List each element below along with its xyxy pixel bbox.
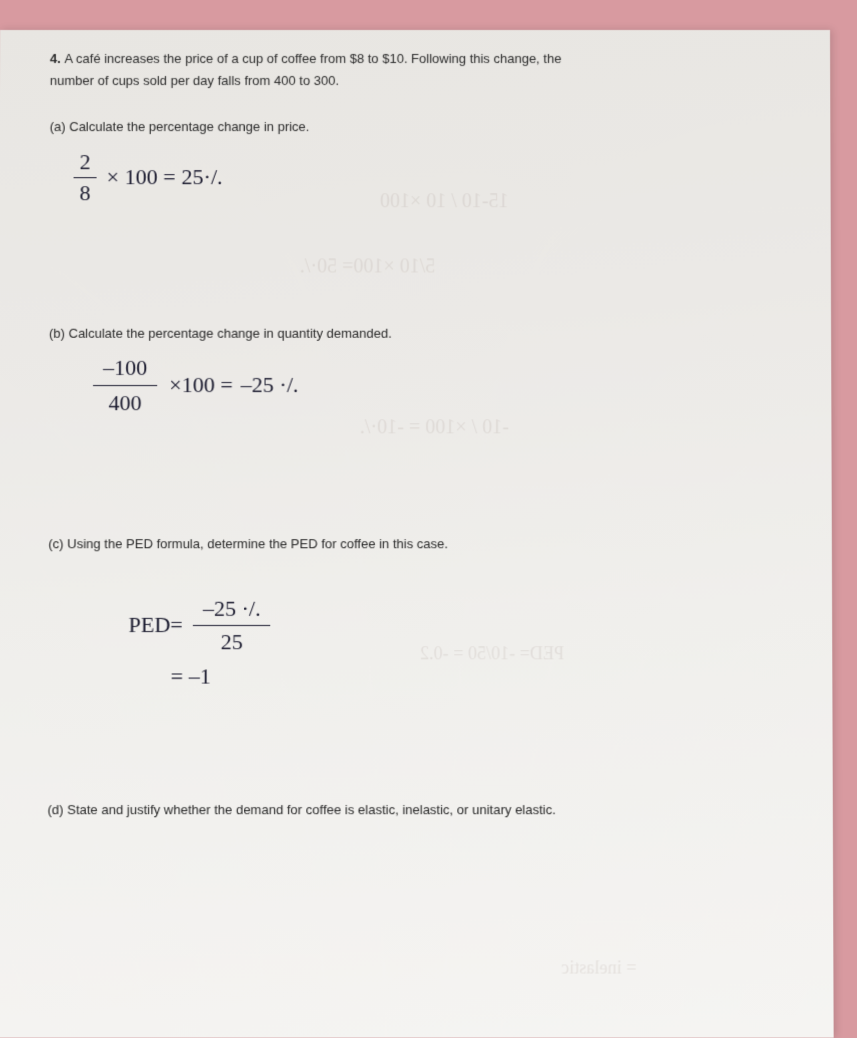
part-b-fraction: –100 400: [93, 355, 157, 416]
part-c-denominator: 25: [193, 626, 271, 655]
stem-line-1: A café increases the price of a cup of c…: [64, 51, 561, 66]
part-c-lhs: PED=: [128, 612, 182, 638]
ghost-mark-5: = inelastic: [561, 957, 636, 978]
part-a-fraction: 2 8: [73, 149, 96, 206]
part-a-times: × 100 =: [107, 164, 176, 190]
part-b-work: –100 400 ×100 = –25 ·/.: [89, 355, 791, 416]
question-stem: 4. A café increases the price of a cup o…: [50, 50, 790, 90]
part-b-times: ×100 =: [169, 372, 233, 398]
part-d-label: (d) State and justify whether the demand…: [47, 801, 792, 819]
part-b-result: –25 ·/.: [241, 372, 299, 398]
part-c-fraction: –25 ·/. 25: [193, 596, 271, 656]
part-b-label: (b) Calculate the percentage change in q…: [49, 324, 791, 342]
question-number: 4.: [50, 51, 61, 66]
part-c-numerator: –25 ·/.: [193, 596, 271, 626]
part-a-denominator: 8: [73, 178, 96, 206]
part-a-label: (a) Calculate the percentage change in p…: [50, 118, 791, 136]
part-b-numerator: –100: [93, 355, 157, 386]
part-a-work: 2 8 × 100 = 25·/.: [69, 149, 790, 206]
stem-line-2: number of cups sold per day falls from 4…: [50, 72, 790, 90]
worksheet-paper: 4. A café increases the price of a cup o…: [0, 30, 834, 1038]
part-b-denominator: 400: [93, 386, 157, 416]
part-c-label: (c) Using the PED formula, determine the…: [48, 535, 791, 553]
part-c-line2: = –1: [171, 663, 793, 689]
part-a-numerator: 2: [74, 149, 97, 178]
part-a-result: 25·/.: [182, 164, 223, 190]
part-c-work: PED= –25 ·/. 25 = –1: [128, 596, 792, 690]
